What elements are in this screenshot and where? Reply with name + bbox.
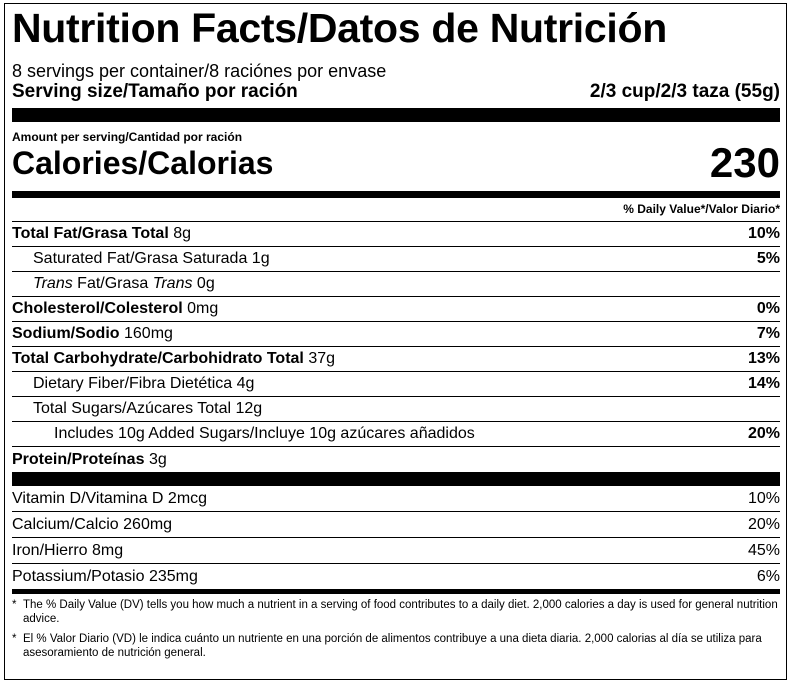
nutrient-percent: 20% <box>747 425 780 442</box>
calories-value: 230 <box>709 139 780 186</box>
vitamin-name: Potassium/Potasio 235mg <box>12 568 198 585</box>
nutrient-row-fiber: Dietary Fiber/Fibra Dietética 4g 14% <box>12 372 780 397</box>
nutrient-row-cholesterol: Cholesterol/Colesterol 0mg 0% <box>12 297 780 322</box>
vitamin-percent: 20% <box>747 515 780 533</box>
serving-size-row: Serving size/Tamaño por ración 2/3 cup/2… <box>12 81 780 103</box>
nutrient-row-trans-fat: Trans Fat/Grasa Trans 0g <box>12 272 780 297</box>
vitamin-percent: 45% <box>747 541 780 559</box>
nutrient-amount: 37g <box>308 350 336 367</box>
nutrient-row-saturated-fat: Saturated Fat/Grasa Saturada 1g 5% <box>12 247 780 272</box>
nutrient-name: Total Fat/Grasa Total <box>12 225 169 242</box>
nutrient-amount: 8g <box>173 225 192 242</box>
nutrient-row-total-fat: Total Fat/Grasa Total 8g 10% <box>12 222 780 247</box>
nutrient-percent: 10% <box>747 225 780 242</box>
nutrient-row-carbohydrate: Total Carbohydrate/Carbohidrato Total 37… <box>12 347 780 372</box>
nutrient-name: Dietary Fiber/Fibra Dietética <box>33 375 233 392</box>
vitamin-row-calcium: Calcium/Calcio 260mg 20% <box>12 512 780 538</box>
nutrient-percent: 7% <box>756 325 780 342</box>
nutrient-row-protein: Protein/Proteínas 3g <box>12 447 780 472</box>
nutrient-amount: 3g <box>148 450 167 468</box>
vitamin-name: Vitamin D/Vitamina D 2mcg <box>12 489 208 507</box>
nutrient-row-sugars: Total Sugars/Azúcares Total 12g <box>12 397 780 422</box>
nutrient-percent: 0% <box>756 300 780 317</box>
label-title: Nutrition Facts/Datos de Nutrición <box>12 5 667 51</box>
vitamin-row-potassium: Potassium/Potasio 235mg 6% <box>12 564 780 590</box>
nutrient-name: Total Sugars/Azúcares Total <box>33 400 232 417</box>
nutrient-percent: 13% <box>747 350 780 367</box>
serving-size-value: 2/3 cup/2/3 taza (55g) <box>589 81 780 102</box>
calories-label: Calories/Calorias <box>12 145 274 181</box>
nutrient-percent: 5% <box>756 250 780 267</box>
nutrient-name: Sodium/Sodio <box>12 325 120 342</box>
nutrient-amount: 12g <box>235 400 263 417</box>
footnote-divider <box>12 589 780 594</box>
vitamin-name: Calcium/Calcio 260mg <box>12 515 173 533</box>
footnote-english: * The % Daily Value (DV) tells you how m… <box>12 599 778 625</box>
nutrient-amount: 160mg <box>124 325 173 342</box>
trans-italic: Trans <box>33 275 73 292</box>
thick-divider <box>12 108 780 122</box>
servings-per-container: 8 servings per container/8 raciónes por … <box>12 61 387 81</box>
nutrient-percent: 14% <box>747 375 780 392</box>
trans-italic: Trans <box>152 275 193 292</box>
medium-divider <box>12 191 780 198</box>
amount-per-serving: Amount per serving/Cantidad por ración <box>12 130 243 144</box>
vitamin-percent: 6% <box>756 568 780 585</box>
calories-row: Calories/Calorias 230 <box>12 139 780 186</box>
nutrient-name: Total Carbohydrate/Carbohidrato Total <box>12 350 304 367</box>
vitamin-name: Iron/Hierro 8mg <box>12 541 124 559</box>
vitamin-row-d: Vitamin D/Vitamina D 2mcg 10% <box>12 486 780 512</box>
vitamins-divider <box>12 472 780 486</box>
footnote-spanish: * El % Valor Diario (VD) le indica cuánt… <box>12 633 762 659</box>
vitamin-percent: 10% <box>747 489 780 507</box>
serving-size-label: Serving size/Tamaño por ración <box>12 81 298 102</box>
nutrient-row-added-sugars: Includes 10g Added Sugars/Incluye 10g az… <box>12 422 780 447</box>
nutrient-name: Saturated Fat/Grasa Saturada <box>33 250 248 267</box>
nutrient-row-sodium: Sodium/Sodio 160mg 7% <box>12 322 780 347</box>
nutrient-name: Includes 10g Added Sugars/Incluye 10g az… <box>54 425 475 442</box>
nutrient-name: Protein/Proteínas <box>12 450 145 468</box>
nutrition-label: Nutrition Facts/Datos de Nutrición 8 ser… <box>4 3 787 680</box>
nutrient-amount: 0mg <box>187 300 219 317</box>
nutrient-amount: 4g <box>236 375 255 392</box>
nutrient-amount: 0g <box>196 275 215 292</box>
nutrient-amount: 1g <box>251 250 270 267</box>
daily-value-header: % Daily Value*/Valor Diario* <box>12 198 780 222</box>
vitamin-row-iron: Iron/Hierro 8mg 45% <box>12 538 780 564</box>
nutrient-name: Cholesterol/Colesterol <box>12 300 183 317</box>
